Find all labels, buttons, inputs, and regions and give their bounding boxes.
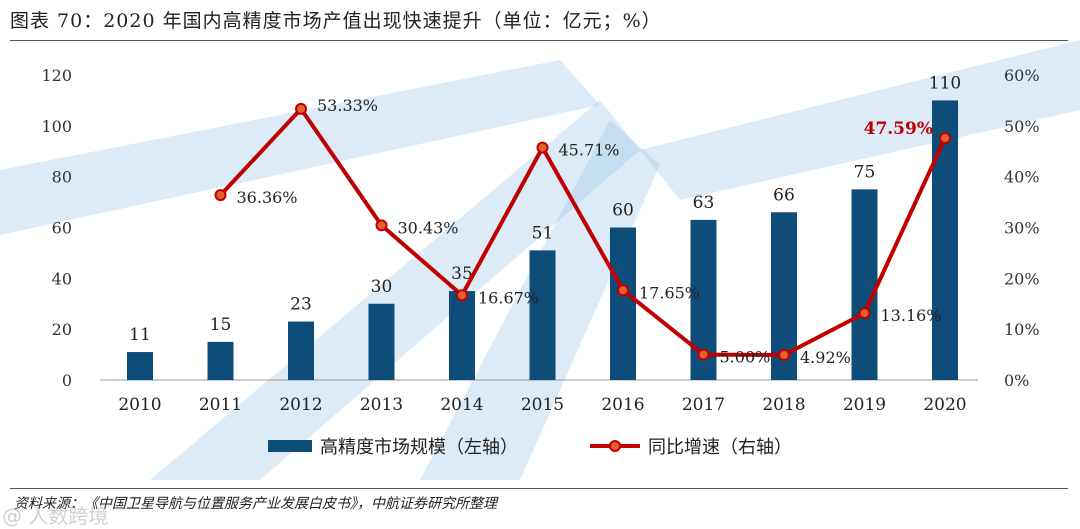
line-value-label: 53.33% bbox=[317, 96, 378, 115]
x-axis-tick-label: 2011 bbox=[199, 395, 242, 415]
bar bbox=[610, 227, 636, 380]
bar-value-label: 66 bbox=[773, 185, 795, 205]
bar-value-label: 63 bbox=[693, 193, 715, 213]
bar bbox=[449, 291, 475, 380]
left-axis-tick-label: 0 bbox=[62, 371, 72, 390]
legend-line-label: 同比增速（右轴） bbox=[648, 437, 792, 458]
right-axis-tick-label: 60% bbox=[1004, 66, 1040, 85]
x-axis-tick-label: 2010 bbox=[118, 395, 161, 415]
bar bbox=[368, 303, 395, 380]
bar-value-label: 11 bbox=[129, 325, 151, 345]
line-marker bbox=[375, 219, 388, 232]
right-axis-tick-label: 40% bbox=[1004, 168, 1040, 187]
bar bbox=[932, 100, 958, 381]
line-value-label: 5.00% bbox=[720, 348, 771, 367]
x-axis-tick-label: 2019 bbox=[843, 395, 886, 415]
right-axis: 0% 10% 20% 30% 40% 50% 60% bbox=[1004, 66, 1040, 390]
source-note: 资料来源：《中国卫星导航与位置服务产业发展白皮书》，中航证券研究所整理 bbox=[14, 496, 497, 512]
bar-value-label: 15 bbox=[210, 315, 232, 335]
left-axis-tick-label: 120 bbox=[41, 66, 72, 85]
bar-value-labels: 11 15 23 30 35 51 60 63 66 75 110 bbox=[129, 73, 961, 345]
line-marker bbox=[939, 132, 951, 145]
chart-title: 图表 70：2020 年国内高精度市场产值出现快速提升（单位：亿元；%） bbox=[10, 10, 662, 32]
right-axis-tick-label: 10% bbox=[1004, 320, 1040, 339]
line-value-label: 17.65% bbox=[639, 283, 700, 302]
bar-value-label: 35 bbox=[451, 264, 473, 284]
line-marker bbox=[778, 348, 790, 361]
bar bbox=[851, 189, 878, 380]
line-marker bbox=[536, 141, 549, 154]
line-value-labels: 36.36% 53.33% 30.43% 16.67% 45.71% 17.65% 5.00… bbox=[237, 96, 942, 367]
x-axis-tick-label: 2018 bbox=[762, 395, 805, 415]
x-axis-tick-label: 2012 bbox=[279, 395, 322, 415]
line-value-label: 47.59% bbox=[864, 119, 933, 139]
legend: 高精度市场规模（左轴） 同比增速（右轴） bbox=[268, 437, 792, 458]
title-divider bbox=[10, 40, 1068, 41]
left-axis-tick-label: 100 bbox=[41, 117, 72, 136]
line-value-label: 36.36% bbox=[237, 188, 298, 207]
bar-value-label: 60 bbox=[612, 201, 634, 221]
source-divider bbox=[10, 488, 1068, 489]
line-value-label: 30.43% bbox=[398, 218, 459, 237]
bar bbox=[529, 250, 556, 380]
line-marker bbox=[214, 189, 227, 202]
line-marker bbox=[617, 284, 629, 297]
right-axis-tick-label: 50% bbox=[1004, 117, 1040, 136]
bar-value-label: 110 bbox=[929, 73, 961, 93]
line-value-label: 4.92% bbox=[800, 348, 851, 367]
right-axis-tick-label: 0% bbox=[1004, 371, 1029, 390]
background-ray bbox=[0, 60, 600, 235]
x-axis-tick-label: 2016 bbox=[601, 395, 644, 415]
watermark-text: @ 人数跨境 bbox=[2, 504, 109, 528]
line-value-label: 45.71% bbox=[559, 141, 620, 160]
bar-value-label: 30 bbox=[371, 277, 393, 297]
bar-value-label: 23 bbox=[290, 295, 312, 315]
line-series bbox=[214, 102, 951, 361]
line-marker bbox=[456, 289, 468, 302]
x-axis-tick-label: 2014 bbox=[440, 395, 483, 415]
line-value-label: 13.16% bbox=[881, 306, 942, 325]
x-axis-tick-label: 2020 bbox=[923, 395, 966, 415]
x-axis-labels: 2010 2011 2012 2013 2014 2015 2016 2017 2018 2019… bbox=[118, 395, 966, 415]
legend-bar-label: 高精度市场规模（左轴） bbox=[320, 437, 518, 458]
left-axis-tick-label: 20 bbox=[52, 320, 72, 339]
bar bbox=[288, 321, 314, 380]
legend-bar-swatch bbox=[268, 440, 312, 452]
line-marker bbox=[295, 102, 307, 115]
line-marker bbox=[697, 348, 710, 361]
right-axis-tick-label: 20% bbox=[1004, 269, 1040, 288]
bar-value-label: 75 bbox=[854, 162, 876, 182]
line-value-label: 16.67% bbox=[478, 288, 539, 307]
left-axis-tick-label: 40 bbox=[52, 269, 72, 288]
legend-line-marker bbox=[609, 440, 621, 452]
left-axis-tick-label: 80 bbox=[52, 168, 72, 187]
x-axis-tick-label: 2013 bbox=[360, 395, 403, 415]
left-axis-tick-label: 60 bbox=[52, 219, 72, 238]
bar-series bbox=[127, 100, 958, 381]
x-axis-tick-label: 2017 bbox=[682, 395, 725, 415]
bar-value-label: 51 bbox=[532, 223, 554, 243]
bar bbox=[127, 352, 153, 380]
line-marker bbox=[858, 307, 871, 320]
right-axis-tick-label: 30% bbox=[1004, 219, 1040, 238]
x-axis-tick-label: 2015 bbox=[521, 395, 564, 415]
left-axis: 0 20 40 60 80 100 120 bbox=[41, 66, 72, 390]
bar bbox=[207, 341, 234, 380]
background-ray bbox=[640, 40, 1080, 200]
growth-line bbox=[219, 106, 947, 357]
